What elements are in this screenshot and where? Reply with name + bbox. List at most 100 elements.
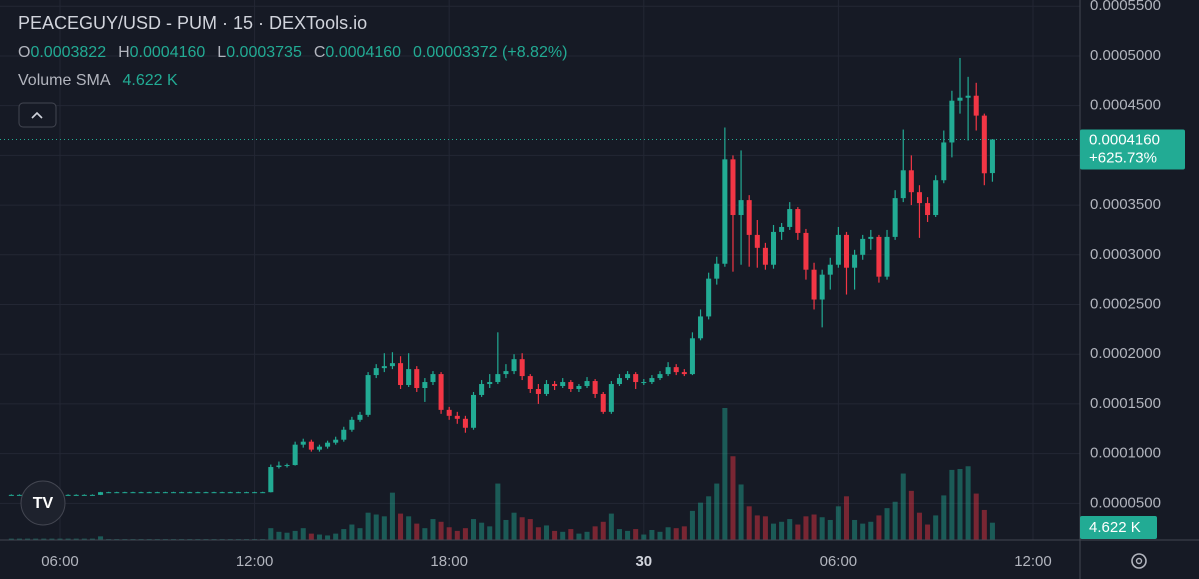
candle-body [422, 382, 428, 389]
candle-body [243, 492, 249, 494]
volume-bar [406, 516, 412, 540]
volume-bar [41, 538, 47, 540]
candle-body [957, 97, 963, 101]
ohlc-key: O [18, 44, 31, 61]
volume-bar [527, 519, 533, 540]
candle-body [179, 492, 185, 494]
candle-body [138, 492, 144, 494]
candle-body [308, 441, 314, 450]
volume-bar [811, 514, 817, 540]
candle-body [973, 95, 979, 116]
symbol-title: PEACEGUY/USD - PUM · 15 · DEXTools.io [18, 13, 368, 33]
volume-bar [608, 513, 614, 540]
volume-bar [787, 519, 793, 540]
candle-body [762, 247, 768, 265]
volume-bar [49, 538, 55, 540]
volume-bar [876, 515, 882, 540]
candle-body [487, 382, 493, 385]
price-tag-label: 0.0004160 [1089, 131, 1160, 148]
candle-body [503, 371, 509, 375]
volume-bar [730, 456, 736, 540]
volume-bar [438, 521, 444, 540]
volume-bar [389, 492, 395, 540]
candle-body [665, 367, 671, 375]
volume-bar [365, 512, 371, 540]
candle-body [608, 384, 614, 412]
candle-body [325, 442, 331, 447]
volume-legend: Volume SMA 4.622 K [18, 72, 178, 90]
candle-body [714, 263, 720, 279]
collapse-button[interactable] [18, 102, 57, 128]
candle-body [568, 382, 574, 389]
candle-body [706, 278, 712, 317]
volume-bar [446, 527, 452, 540]
candle-body [268, 467, 274, 493]
candle-body [106, 492, 112, 494]
candle-body [916, 192, 922, 204]
volume-bar [981, 509, 987, 540]
x-tick-label: 12:00 [236, 553, 274, 570]
volume-bar [908, 490, 914, 540]
volume-bar [65, 538, 71, 540]
candle-body [989, 139, 995, 174]
candle-body [787, 209, 793, 227]
volume-bar [284, 532, 290, 540]
volume-bar [316, 534, 322, 540]
y-tick-label: 0.0001500 [1090, 395, 1161, 412]
candle-body [154, 492, 160, 494]
candle-body [357, 414, 363, 420]
volume-bar [673, 528, 679, 540]
volume-bar [900, 473, 906, 540]
candle-body [527, 376, 533, 389]
candle-body [333, 439, 339, 443]
volume-bar [300, 528, 306, 540]
logo[interactable] [20, 480, 66, 526]
ohlc-value: 0.0003735 [226, 44, 302, 61]
ohlc-value: 0.0004160 [129, 44, 206, 61]
volume-value: 4.622 K [122, 72, 178, 89]
volume-bar [600, 521, 606, 540]
candle-body [722, 159, 728, 264]
candle-body [252, 492, 258, 494]
volume-tag [1080, 516, 1157, 539]
candle-body [835, 234, 841, 265]
volume-bar [552, 530, 558, 540]
y-tick-label: 0.0004500 [1090, 97, 1161, 114]
candle-body [949, 100, 955, 143]
settings-button[interactable] [1131, 553, 1147, 569]
candle-body [187, 492, 193, 494]
volume-bar [519, 517, 525, 540]
candle-body [892, 198, 898, 237]
candle-body [446, 409, 452, 416]
candle-body [771, 231, 777, 265]
volume-bar [357, 528, 363, 540]
candle-body [73, 494, 79, 496]
volume-bar [268, 528, 274, 540]
candle-body [673, 367, 679, 373]
candle-body [730, 159, 736, 216]
volume-bar [414, 523, 420, 540]
volume-bar [795, 524, 801, 540]
candle-body [843, 234, 849, 268]
volume-bar [843, 496, 849, 540]
volume-bar [325, 535, 331, 540]
volume-bar [584, 531, 590, 540]
candle-body [860, 238, 866, 255]
volume-bar [616, 529, 622, 540]
volume-bar [503, 519, 509, 540]
volume-bar [276, 531, 282, 540]
candle-body [900, 170, 906, 199]
volume-bar [25, 538, 31, 540]
volume-bar [949, 469, 955, 540]
volume-bar [714, 483, 720, 540]
volume-bar [819, 517, 825, 540]
candle-body [576, 386, 582, 389]
candle-body [625, 374, 631, 379]
candle-body [884, 236, 890, 277]
candle-body [219, 492, 225, 494]
volume-bar [771, 523, 777, 540]
candle-body [876, 236, 882, 277]
volume-bar [698, 502, 704, 540]
candle-body [584, 381, 590, 387]
candle-body [146, 492, 152, 494]
